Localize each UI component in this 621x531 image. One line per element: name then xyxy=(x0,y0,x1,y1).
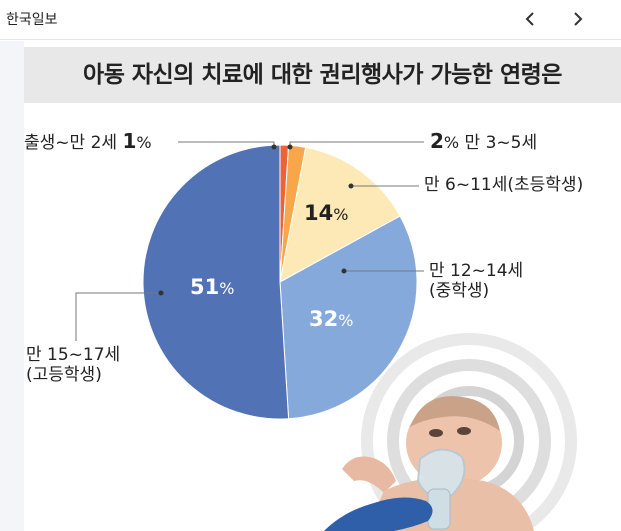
gloved-hand xyxy=(324,497,433,531)
slice-label-6-11: 14% xyxy=(304,201,348,225)
pie-slice-6-11 xyxy=(279,146,401,283)
leader-dot-12-14 xyxy=(341,268,347,274)
pie-chart xyxy=(75,141,577,531)
target-ring-outer xyxy=(361,333,577,531)
label-0-2-value: 1 xyxy=(122,129,137,153)
slice-label-6-11-value: 14 xyxy=(304,201,334,225)
slice-label-12-14: 32% xyxy=(309,307,353,331)
label-6-11: 만 6~11세(초등학생) xyxy=(424,175,583,195)
label-15-17-line2: (고등학생) xyxy=(26,365,102,386)
baby-eye-right xyxy=(457,427,471,435)
title-band xyxy=(24,47,621,103)
leader-dot-6-11 xyxy=(348,183,354,189)
leader-dot-3-5 xyxy=(287,144,293,150)
baby-photo xyxy=(324,333,577,531)
leader-dots xyxy=(158,144,354,296)
slice-label-6-11-pct: % xyxy=(333,205,349,224)
left-gutter xyxy=(0,41,24,531)
pie-slices xyxy=(142,144,418,420)
next-button[interactable] xyxy=(564,6,590,32)
leader-dot-0-2 xyxy=(271,144,277,150)
slice-label-12-14-value: 32 xyxy=(309,307,339,331)
label-3-5-pct: % xyxy=(443,133,460,152)
label-6-11-text: 만 6~11세(초등학생) xyxy=(424,175,584,195)
label-12-14: 만 12~14세 (중학생) xyxy=(429,261,523,302)
baby-eye-left xyxy=(429,429,443,437)
label-0-2-text: 출생~만 2세 xyxy=(24,133,118,153)
slice-label-15-17-value: 51 xyxy=(190,275,220,299)
leader-line-3-5 xyxy=(289,141,424,147)
label-3-5-text: 만 3~5세 xyxy=(464,133,538,153)
label-3-5-value: 2 xyxy=(430,129,444,153)
top-bar: 한국일보 xyxy=(0,0,621,40)
baby-arm xyxy=(342,456,396,493)
label-12-14-line2: (중학생) xyxy=(429,281,490,302)
label-0-2: 출생~만 2세 1% xyxy=(24,129,152,153)
leader-dot-15-17 xyxy=(158,290,164,296)
pie-slice-12-14 xyxy=(279,215,418,420)
label-0-2-pct: % xyxy=(136,133,152,152)
slice-label-12-14-pct: % xyxy=(338,311,354,330)
slice-label-15-17: 51% xyxy=(190,275,234,299)
label-12-14-line1: 만 12~14세 xyxy=(429,261,524,281)
label-15-17: 만 15~17세 (고등학생) xyxy=(26,345,120,386)
infographic: 아동 자신의 치료에 대한 권리행사가 가능한 연령은 xyxy=(24,41,621,531)
brand-name[interactable]: 한국일보 xyxy=(6,12,58,28)
infographic-title: 아동 자신의 치료에 대한 권리행사가 가능한 연령은 xyxy=(83,62,562,88)
pie-slice-15-17 xyxy=(142,144,290,420)
slice-label-15-17-pct: % xyxy=(219,279,235,298)
baby-hair xyxy=(410,396,500,431)
label-3-5: 2% 만 3~5세 xyxy=(430,129,537,153)
previous-button[interactable] xyxy=(518,6,544,32)
chevron-right-icon xyxy=(574,12,583,26)
leader-line-15-17 xyxy=(75,292,161,341)
label-15-17-line1: 만 15~17세 xyxy=(26,345,121,365)
chevron-left-icon xyxy=(525,12,534,26)
